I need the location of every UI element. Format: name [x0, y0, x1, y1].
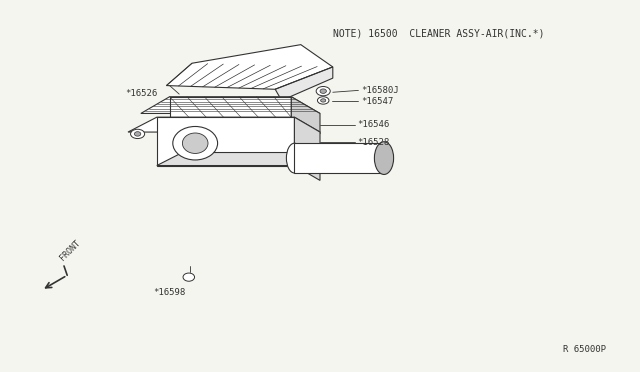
Polygon shape — [291, 97, 320, 134]
Polygon shape — [157, 153, 320, 166]
Polygon shape — [170, 97, 291, 117]
Polygon shape — [157, 117, 294, 166]
Ellipse shape — [320, 89, 326, 93]
Text: *16598: *16598 — [154, 288, 186, 296]
Ellipse shape — [182, 133, 208, 154]
Ellipse shape — [131, 129, 145, 139]
Polygon shape — [294, 117, 320, 180]
Ellipse shape — [183, 273, 195, 281]
Ellipse shape — [287, 143, 303, 173]
Polygon shape — [166, 45, 333, 89]
Ellipse shape — [134, 132, 141, 136]
Ellipse shape — [321, 99, 326, 102]
Polygon shape — [128, 117, 320, 132]
Polygon shape — [141, 97, 320, 113]
Text: FRONT: FRONT — [58, 238, 83, 262]
Text: *16580J: *16580J — [362, 86, 399, 95]
Ellipse shape — [173, 126, 218, 160]
Ellipse shape — [374, 142, 394, 174]
Text: R 65000P: R 65000P — [563, 345, 606, 354]
Ellipse shape — [317, 97, 329, 104]
Polygon shape — [275, 67, 333, 100]
Text: *16528: *16528 — [357, 138, 389, 147]
Ellipse shape — [316, 87, 330, 96]
Text: *16547: *16547 — [362, 97, 394, 106]
Text: NOTE) 16500  CLEANER ASSY-AIR(INC.*): NOTE) 16500 CLEANER ASSY-AIR(INC.*) — [333, 29, 544, 38]
Text: *16526: *16526 — [125, 89, 157, 97]
Text: *16546: *16546 — [357, 120, 389, 129]
Polygon shape — [294, 143, 384, 173]
